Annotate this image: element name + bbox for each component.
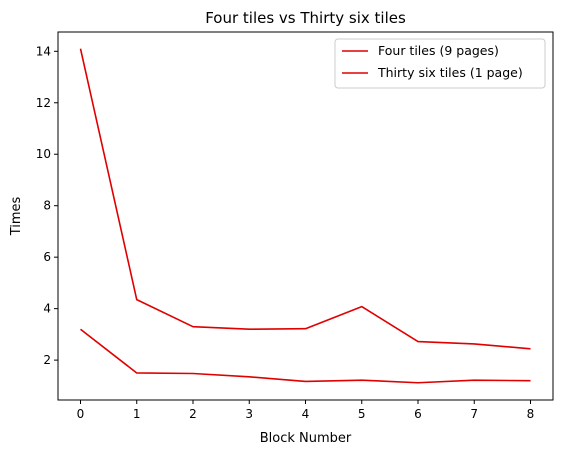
y-axis-ticks: 2 4 6 8 10 12 14 bbox=[36, 44, 58, 367]
x-axis-ticks: 0 1 2 3 4 5 6 7 8 bbox=[77, 400, 535, 421]
chart-title: Four tiles vs Thirty six tiles bbox=[205, 9, 406, 27]
y-tick-label: 2 bbox=[43, 353, 51, 367]
y-tick-label: 6 bbox=[43, 250, 51, 264]
x-tick-label: 4 bbox=[302, 407, 310, 421]
y-tick-label: 14 bbox=[36, 44, 51, 58]
y-tick-label: 8 bbox=[43, 199, 51, 213]
series-line-2 bbox=[80, 328, 531, 384]
x-tick-label: 5 bbox=[358, 407, 366, 421]
x-tick-label: 3 bbox=[245, 407, 253, 421]
y-tick-label: 12 bbox=[36, 96, 51, 110]
x-tick-label: 1 bbox=[133, 407, 141, 421]
legend-label-2: Thirty six tiles (1 page) bbox=[377, 65, 523, 80]
x-tick-label: 7 bbox=[470, 407, 478, 421]
x-tick-label: 8 bbox=[527, 407, 535, 421]
x-tick-label: 2 bbox=[189, 407, 197, 421]
x-tick-label: 6 bbox=[414, 407, 422, 421]
y-tick-label: 10 bbox=[36, 147, 51, 161]
y-tick-label: 4 bbox=[43, 302, 51, 316]
legend-box bbox=[334, 38, 546, 89]
legend-label-1: Four tiles (9 pages) bbox=[378, 43, 499, 58]
y-axis-title: Times bbox=[9, 196, 24, 236]
x-axis-title: Block Number bbox=[260, 431, 352, 446]
series-layer bbox=[79, 48, 531, 384]
legend: Four tiles (9 pages) Thirty six tiles (1 … bbox=[334, 38, 546, 89]
x-tick-label: 0 bbox=[77, 407, 85, 421]
series-line-1 bbox=[79, 48, 531, 350]
